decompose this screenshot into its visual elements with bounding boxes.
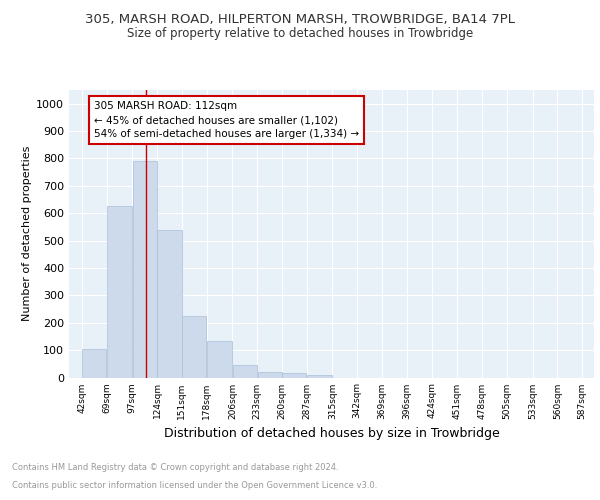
Bar xyxy=(257,372,281,378)
Bar xyxy=(82,349,106,378)
Bar xyxy=(307,375,332,378)
Text: 305, MARSH ROAD, HILPERTON MARSH, TROWBRIDGE, BA14 7PL: 305, MARSH ROAD, HILPERTON MARSH, TROWBR… xyxy=(85,12,515,26)
Bar xyxy=(107,206,132,378)
Bar xyxy=(233,365,257,378)
Bar xyxy=(283,374,307,378)
Bar xyxy=(157,230,182,378)
Text: 305 MARSH ROAD: 112sqm
← 45% of detached houses are smaller (1,102)
54% of semi-: 305 MARSH ROAD: 112sqm ← 45% of detached… xyxy=(94,101,359,139)
Text: Size of property relative to detached houses in Trowbridge: Size of property relative to detached ho… xyxy=(127,28,473,40)
Bar xyxy=(207,340,232,378)
Text: Contains HM Land Registry data © Crown copyright and database right 2024.: Contains HM Land Registry data © Crown c… xyxy=(12,464,338,472)
Bar xyxy=(182,316,206,378)
Y-axis label: Number of detached properties: Number of detached properties xyxy=(22,146,32,322)
Text: Contains public sector information licensed under the Open Government Licence v3: Contains public sector information licen… xyxy=(12,481,377,490)
Bar xyxy=(133,161,157,378)
X-axis label: Distribution of detached houses by size in Trowbridge: Distribution of detached houses by size … xyxy=(164,427,499,440)
